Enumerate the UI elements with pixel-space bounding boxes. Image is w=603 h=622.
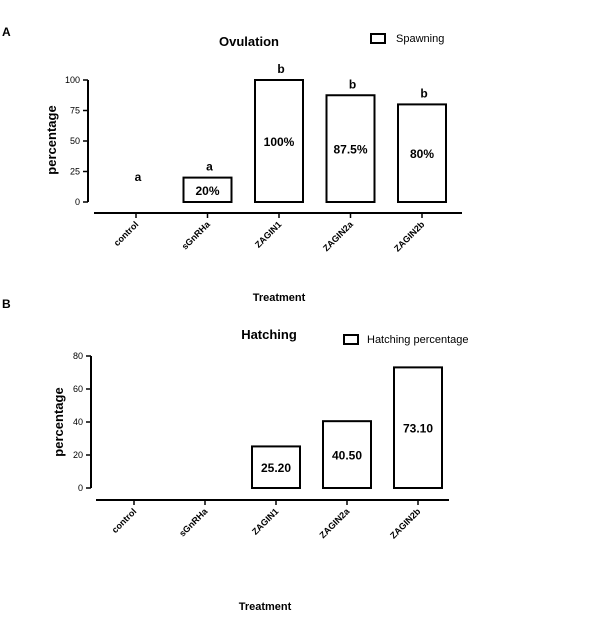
chart-a-x-axis-label: Treatment: [253, 292, 306, 304]
chart-b-x-axis-label: Treatment: [239, 601, 292, 613]
chart-a-x-tick-label-1: sGnRHa: [180, 219, 213, 252]
chart-a-plot: 0 25 50 75 100 control a sGnRHa 20% a ZAGIN1 100% b Z…: [65, 62, 462, 254]
chart-a-bar-1: [182, 176, 233, 204]
chart-a-x-tick-label-4: ZAGIN2b: [392, 219, 427, 254]
chart-a-data-label-1: 20%: [195, 184, 219, 198]
chart-b-plot: 0 20 40 60 80 control sGnRHa ZAGIN1 25.20 ZAGIN2a…: [73, 351, 449, 541]
chart-a-y-tick-label-1: 25: [70, 167, 80, 177]
chart-a-significance-letter-3: b: [349, 77, 356, 91]
chart-a-y-tick-label-0: 0: [75, 197, 80, 207]
chart-a-significance-letter-0: a: [135, 170, 142, 184]
chart-b-bar-3: [322, 420, 372, 489]
chart-b-x-tick-label-0: control: [110, 506, 139, 535]
chart-a-bar-4: [397, 103, 447, 203]
chart-a-data-label-2: 100%: [264, 135, 295, 149]
chart-b-data-label-3: 40.50: [332, 449, 362, 463]
chart-b-y-tick-label-4: 80: [73, 351, 83, 361]
panel-b-letter: B: [2, 297, 11, 311]
chart-b-data-label-2: 25.20: [261, 461, 291, 475]
panel-a-letter: A: [2, 25, 11, 39]
chart-a-bar-3: [325, 94, 376, 203]
chart-b-y-tick-label-3: 60: [73, 384, 83, 394]
chart-b-x-tick-label-2: ZAGIN1: [250, 506, 280, 536]
chart-a-x-tick-label-3: ZAGIN2a: [321, 219, 356, 254]
chart-b-x-tick-label-3: ZAGIN2a: [317, 506, 352, 541]
chart-a-x-tick-label-2: ZAGIN1: [253, 219, 283, 249]
chart-a-bar-2: [254, 79, 304, 203]
chart-b-bar-4: [393, 366, 443, 490]
chart-a-y-tick-label-2: 50: [70, 136, 80, 146]
chart-b-y-tick-label-2: 40: [73, 417, 83, 427]
chart-b-y-tick-label-1: 20: [73, 450, 83, 460]
chart-b-y-tick-label-0: 0: [78, 483, 83, 493]
chart-a-x-tick-label-0: control: [112, 219, 141, 248]
chart-b-legend-label: Hatching percentage: [367, 334, 469, 346]
chart-a-legend-label: Spawning: [396, 33, 444, 45]
chart-a-data-label-3: 87.5%: [333, 143, 367, 157]
chart-b-x-tick-label-1: sGnRHa: [177, 506, 210, 539]
chart-a-data-label-4: 80%: [410, 147, 434, 161]
chart-b-title: Hatching: [241, 327, 297, 342]
chart-a-y-axis-label: percentage: [44, 105, 59, 174]
chart-a-y-tick-label-4: 100: [65, 75, 80, 85]
chart-a-title: Ovulation: [219, 34, 279, 49]
chart-b-y-axis-label: percentage: [51, 387, 66, 456]
chart-a-y-tick-label-3: 75: [70, 106, 80, 116]
chart-b-data-label-4: 73.10: [403, 422, 433, 436]
chart-b-legend-swatch: [343, 334, 359, 345]
chart-a-significance-letter-2: b: [277, 62, 284, 76]
chart-a-significance-letter-1: a: [206, 160, 213, 174]
chart-b-x-tick-label-4: ZAGIN2b: [388, 506, 423, 541]
chart-a-legend-swatch: [370, 33, 386, 44]
chart-a-significance-letter-4: b: [420, 86, 427, 100]
chart-b-bar-2: [251, 445, 301, 490]
